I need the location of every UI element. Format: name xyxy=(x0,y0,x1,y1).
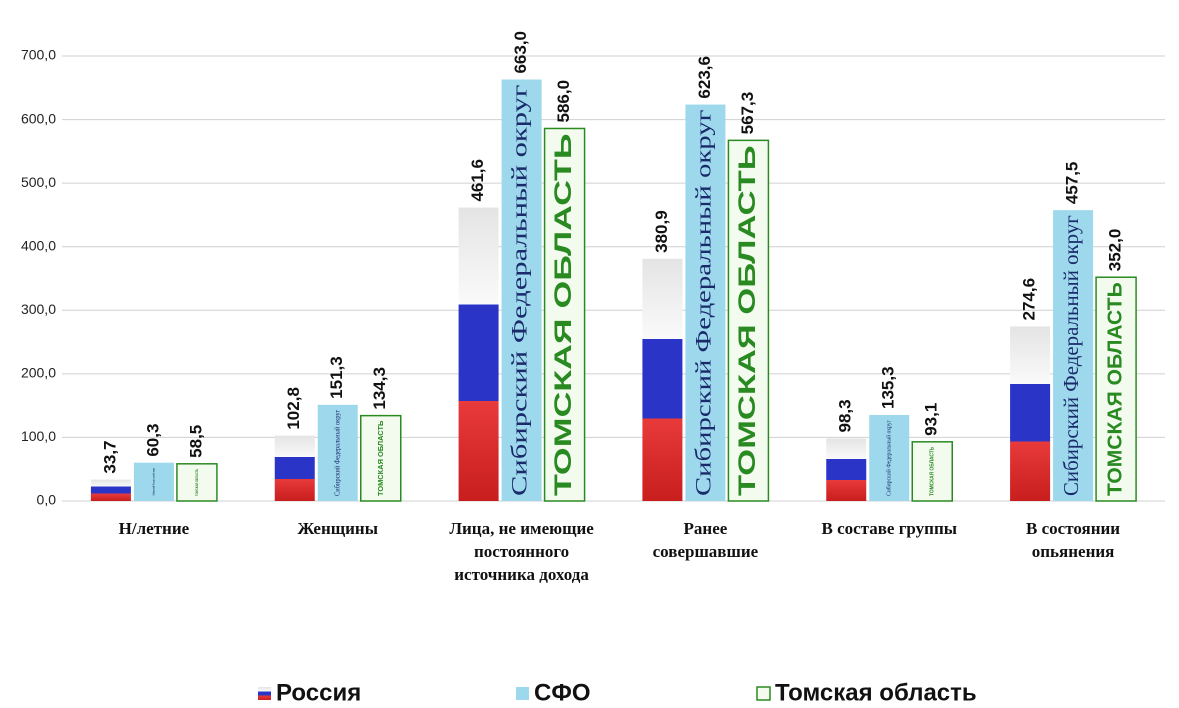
y-tick-label: 500,0 xyxy=(21,174,56,190)
y-tick-label: 100,0 xyxy=(21,428,56,444)
bar-inner-label: Сибирский Федеральный округ xyxy=(886,420,893,496)
bar xyxy=(826,438,867,501)
bar-inner-label: ТОМСКАЯ ОБЛАСТЬ xyxy=(930,447,936,496)
x-tick-label: В состоянии опьянения xyxy=(1026,519,1121,561)
bar-inner-label: Сибирский Федеральный округ xyxy=(1060,215,1083,496)
bar-inner-label: Сибирский Федеральный округ xyxy=(153,467,156,496)
y-tick-label: 700,0 xyxy=(21,47,56,63)
bar-inner-label: Сибирский Федеральный округ xyxy=(334,410,341,496)
legend-swatch xyxy=(258,687,271,700)
value-label: 33,7 xyxy=(100,440,119,473)
bar xyxy=(360,414,402,502)
value-label: 135,3 xyxy=(879,366,898,409)
x-tick-label: Женщины xyxy=(297,519,378,538)
bar-inner-label: ТОМСКАЯ ОБЛАСТЬ xyxy=(734,145,761,496)
y-tick-label: 200,0 xyxy=(21,365,56,381)
bar-inner-label: Сибирский Федеральный округ xyxy=(690,110,715,496)
legend-label: Томская область xyxy=(775,679,977,706)
y-tick-label: 0,0 xyxy=(37,492,57,508)
value-label: 623,6 xyxy=(695,56,714,99)
legend-label: Россия xyxy=(276,679,361,706)
bar xyxy=(727,139,770,502)
bar xyxy=(458,207,499,501)
value-label: 93,1 xyxy=(922,403,941,436)
value-label: 586,0 xyxy=(554,80,573,123)
x-tick-label: Н/летние xyxy=(118,519,190,538)
bar xyxy=(642,258,683,501)
bar xyxy=(869,414,910,501)
bar xyxy=(133,462,174,501)
bar xyxy=(1053,210,1094,502)
value-label: 461,6 xyxy=(468,159,487,202)
value-label: 567,3 xyxy=(738,92,757,135)
y-tick-label: 600,0 xyxy=(21,110,56,126)
bar xyxy=(501,79,542,502)
bar xyxy=(274,435,315,501)
bar xyxy=(1010,326,1051,501)
value-label: 274,6 xyxy=(1020,278,1039,321)
bar xyxy=(543,127,586,502)
bar-inner-label: ТОМСКАЯ ОБЛАСТЬ xyxy=(195,468,199,496)
value-label: 134,3 xyxy=(370,367,389,410)
value-label: 60,3 xyxy=(143,424,162,457)
bar-inner-label: Сибирский Федеральный округ xyxy=(507,85,532,496)
bar xyxy=(1095,276,1137,502)
legend-swatch xyxy=(516,687,529,700)
bar xyxy=(685,104,726,501)
x-tick-label: Лица, не имеющие постоянного источника д… xyxy=(449,519,594,584)
value-label: 457,5 xyxy=(1063,162,1082,205)
value-label: 151,3 xyxy=(327,356,346,399)
value-label: 352,0 xyxy=(1106,229,1125,272)
value-label: 380,9 xyxy=(652,210,671,253)
bar xyxy=(90,479,131,501)
value-label: 98,3 xyxy=(836,399,855,432)
y-tick-label: 300,0 xyxy=(21,301,56,317)
x-tick-label: В составе группы xyxy=(821,519,958,538)
value-label: 663,0 xyxy=(511,31,530,74)
value-label: 58,5 xyxy=(186,425,205,458)
bar xyxy=(911,441,953,502)
legend-swatch xyxy=(756,686,771,701)
x-tick-label: Ранее совершавшие xyxy=(652,519,759,561)
bar-inner-label: ТОМСКАЯ ОБЛАСТЬ xyxy=(376,420,385,496)
bar xyxy=(317,404,358,501)
y-tick-label: 400,0 xyxy=(21,237,56,253)
bar xyxy=(176,463,218,502)
value-label: 102,8 xyxy=(284,387,303,430)
legend-label: СФО xyxy=(534,679,590,706)
bar-inner-label: ТОМСКАЯ ОБЛАСТЬ xyxy=(1104,282,1126,496)
bar-inner-label: ТОМСКАЯ ОБЛАСТЬ xyxy=(550,133,577,496)
